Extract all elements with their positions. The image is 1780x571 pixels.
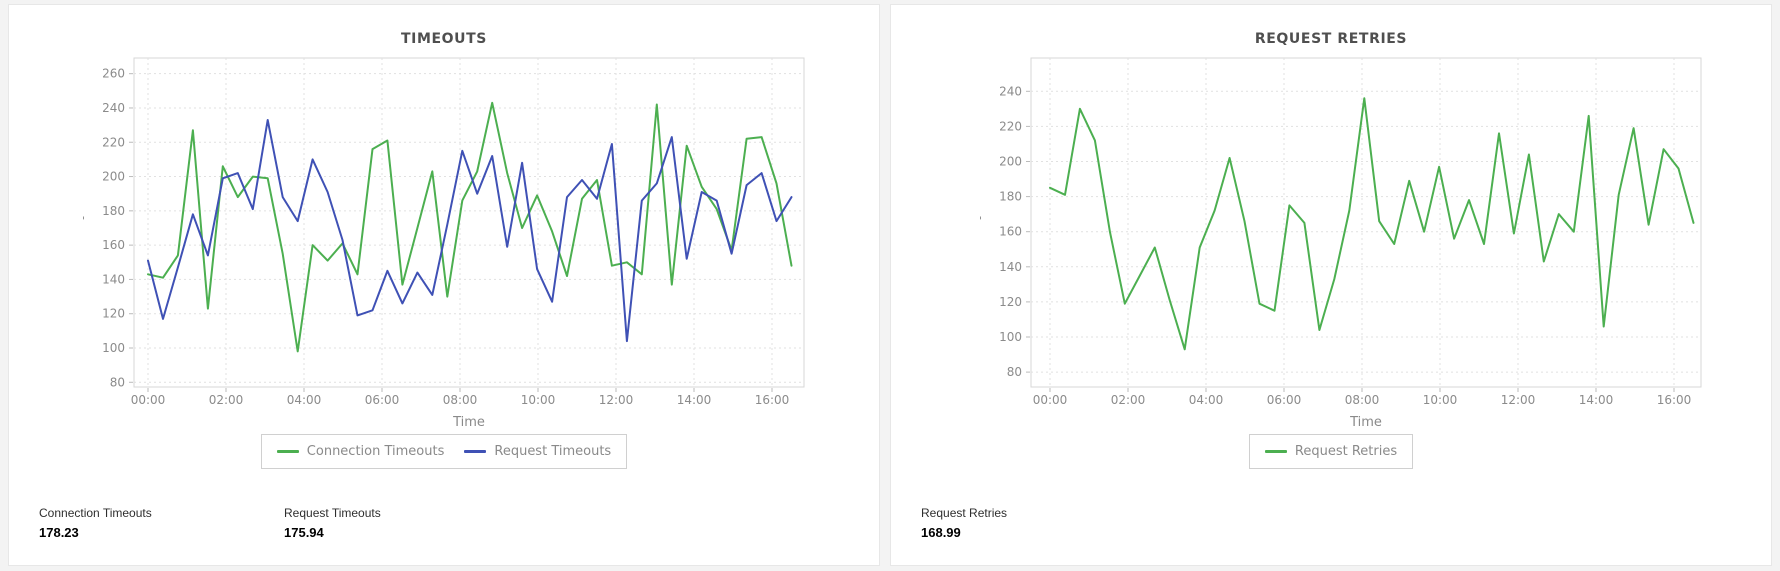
y-tick-label: 160 xyxy=(999,225,1022,239)
x-tick-label: 06:00 xyxy=(1267,393,1302,407)
legend-label: Connection Timeouts xyxy=(306,444,445,459)
x-tick-label: 04:00 xyxy=(287,393,322,407)
stat-value: 175.94 xyxy=(284,525,324,540)
stat-connection-timeouts: Connection Timeouts 178.23 xyxy=(39,506,284,540)
x-axis-title: Time xyxy=(452,415,485,430)
x-tick-label: 12:00 xyxy=(599,393,634,407)
y-axis-label-mark: ' xyxy=(979,215,982,228)
timeouts-chart-panel: TIMEOUTS 260 240 220 200 180 160 140 120 100 80 00… xyxy=(8,4,880,566)
stat-request-timeouts: Request Timeouts 175.94 xyxy=(284,506,529,540)
stat-value: 178.23 xyxy=(39,525,79,540)
x-tick-label: 12:00 xyxy=(1501,393,1536,407)
stat-request-retries: Request Retries 168.99 xyxy=(921,506,1166,540)
x-tick-label: 10:00 xyxy=(1423,393,1458,407)
x-tick-label: 04:00 xyxy=(1189,393,1224,407)
legend-item-request-retries[interactable]: Request Retries xyxy=(1264,444,1398,459)
y-tick-label: 100 xyxy=(102,341,125,355)
legend-label: Request Timeouts xyxy=(494,444,612,459)
chart-title-timeouts: TIMEOUTS xyxy=(401,31,487,47)
chart-title-request-retries: REQUEST RETRIES xyxy=(1254,31,1408,47)
x-tick-label: 14:00 xyxy=(1579,393,1614,407)
y-axis-label-mark: ' xyxy=(82,215,85,228)
x-tick-label: 02:00 xyxy=(209,393,244,407)
legend-item-request-timeouts[interactable]: Request Timeouts xyxy=(464,444,611,459)
x-axis-title: Time xyxy=(1349,415,1382,430)
timeouts-chart-canvas[interactable]: 260 240 220 200 180 160 140 120 100 80 00:00 02:00 0… xyxy=(9,5,879,435)
x-tick-label: 16:00 xyxy=(1657,393,1692,407)
y-tick-label: 240 xyxy=(999,84,1022,98)
x-tick-label: 08:00 xyxy=(443,393,478,407)
x-tick-label: 14:00 xyxy=(677,393,712,407)
plot-border xyxy=(133,57,805,388)
request-retries-stats: Request Retries 168.99 xyxy=(921,506,1166,540)
stat-label: Request Timeouts xyxy=(284,506,381,520)
x-tick-label: 10:00 xyxy=(521,393,556,407)
legend-label: Request Retries xyxy=(1294,444,1398,459)
y-tick-label: 140 xyxy=(102,272,125,286)
series-line-request-retries[interactable] xyxy=(1049,97,1695,351)
series-line-connection-timeouts[interactable] xyxy=(147,101,793,353)
y-tick-label: 180 xyxy=(102,204,125,218)
timeouts-stats: Connection Timeouts 178.23 Request Timeout… xyxy=(39,506,529,540)
series-line-request-timeouts[interactable] xyxy=(147,119,793,343)
y-tick-label: 180 xyxy=(999,190,1022,204)
y-tick-label: 120 xyxy=(999,295,1022,309)
legend-line-icon xyxy=(1264,450,1287,453)
y-tick-label: 200 xyxy=(999,155,1022,169)
stat-label: Request Retries xyxy=(921,506,1008,520)
legend-line-icon xyxy=(464,450,487,453)
stat-value: 168.99 xyxy=(921,525,961,540)
stat-label: Connection Timeouts xyxy=(39,506,152,520)
plot-border xyxy=(1030,57,1702,388)
y-tick-label: 220 xyxy=(999,119,1022,133)
request-retries-chart-panel: REQUEST RETRIES 240 220 200 180 160 140 120 100… xyxy=(890,4,1772,566)
x-tick-label: 08:00 xyxy=(1345,393,1380,407)
y-tick-label: 80 xyxy=(110,375,125,389)
x-tick-label: 02:00 xyxy=(1111,393,1146,407)
y-tick-label: 160 xyxy=(102,238,125,252)
x-tick-label: 16:00 xyxy=(755,393,790,407)
x-tick-label: 00:00 xyxy=(1033,393,1068,407)
y-tick-label: 120 xyxy=(102,307,125,321)
legend-line-icon xyxy=(276,450,299,453)
request-retries-chart-canvas[interactable]: 240 220 200 180 160 140 120 100 80 00:00 02:00 04:0… xyxy=(891,5,1771,435)
legend-item-connection-timeouts[interactable]: Connection Timeouts xyxy=(276,444,445,459)
y-tick-label: 100 xyxy=(999,330,1022,344)
y-tick-label: 220 xyxy=(102,135,125,149)
x-tick-label: 06:00 xyxy=(365,393,400,407)
y-tick-label: 200 xyxy=(102,170,125,184)
y-tick-label: 240 xyxy=(102,101,125,115)
request-retries-legend: Request Retries xyxy=(1248,434,1414,469)
x-tick-label: 00:00 xyxy=(131,393,166,407)
y-tick-label: 260 xyxy=(102,67,125,81)
y-tick-label: 140 xyxy=(999,260,1022,274)
y-tick-label: 80 xyxy=(1007,365,1022,379)
timeouts-legend: Connection Timeouts Request Timeouts xyxy=(260,434,628,469)
